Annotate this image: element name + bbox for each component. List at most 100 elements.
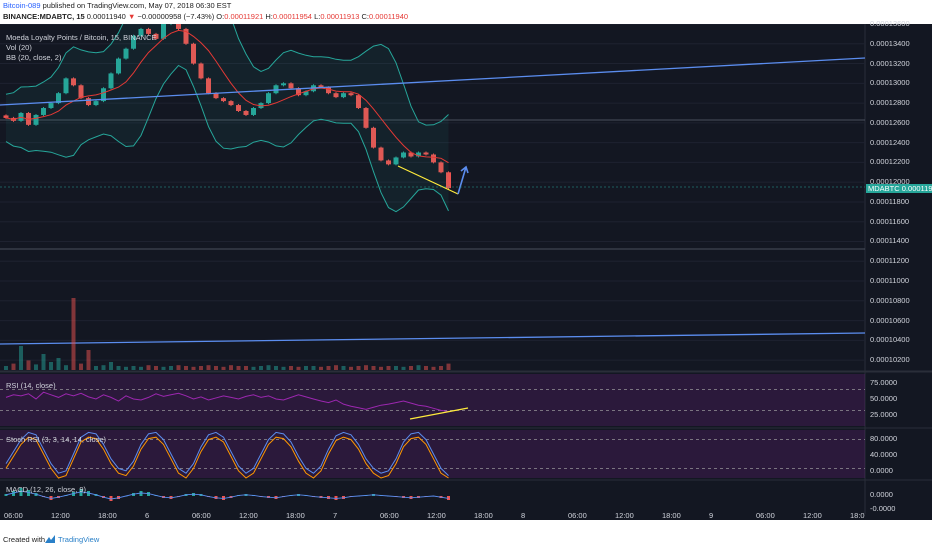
volume-bar: [191, 366, 196, 370]
price-tick: 0.00011400: [870, 236, 910, 246]
price-badge-symbol: MDABTC: [868, 184, 900, 193]
price-tick: 0.00010200: [870, 355, 910, 365]
candle-body: [123, 48, 129, 59]
created-with: Created with: [3, 535, 46, 544]
close-label: C:: [361, 12, 370, 21]
volume-bar: [41, 354, 46, 370]
volume-bar: [379, 366, 383, 370]
bb-upper-line: [5, 24, 449, 126]
time-tick: 18:0: [850, 511, 865, 520]
volume-bar: [176, 365, 181, 370]
open-label: O:: [216, 12, 225, 21]
volume-bar: [349, 366, 353, 370]
volume-bar: [64, 365, 68, 370]
ticker: BINANCE:MDABTC, 15: [3, 12, 85, 21]
volume-bar: [79, 363, 83, 370]
trend-line-upper: [0, 57, 866, 106]
publish-line: Bitcoin-089 published on TradingView.com…: [3, 1, 231, 10]
volume-bar: [71, 298, 76, 370]
candle-body: [228, 101, 234, 106]
chart-area[interactable]: Moeda Loyalty Points / Bitcoin, 15, BINA…: [0, 19, 932, 520]
volume-bar: [26, 360, 31, 370]
candle-body: [131, 35, 136, 49]
candle-body: [221, 98, 226, 102]
chart-canvas[interactable]: [0, 24, 932, 520]
volume-bar: [431, 366, 436, 370]
candle-body: [446, 172, 451, 189]
price-tick: 0.00010600: [870, 315, 910, 325]
high-label: H:: [265, 12, 273, 21]
time-tick: 7: [333, 511, 338, 520]
divergence-line: [397, 165, 459, 195]
volume-bar: [289, 366, 293, 370]
up-arrow-icon: [457, 165, 469, 195]
candle-body: [138, 28, 144, 36]
candle-body: [273, 85, 279, 94]
volume-bar: [94, 366, 98, 370]
candle-body: [303, 91, 309, 96]
volume-bar: [101, 365, 106, 370]
candle-body: [438, 162, 444, 173]
time-tick: 06:00: [192, 511, 211, 520]
price-tick: 0.00012600: [870, 117, 910, 127]
candle-body: [236, 105, 241, 111]
volume-bar: [86, 350, 91, 370]
macd-histogram-bar: [19, 488, 23, 496]
price-tick: 0.00012800: [870, 98, 910, 108]
macd-tick: -0.0000: [870, 504, 896, 513]
candle-body: [288, 83, 294, 89]
volume-bar: [169, 366, 173, 370]
price-tick: 0.00010800: [870, 295, 910, 305]
time-tick: 18:00: [286, 511, 305, 520]
author-link[interactable]: Bitcoin-089: [3, 1, 41, 10]
volume-bar: [161, 366, 166, 370]
volume-bar: [439, 366, 443, 370]
candle-body: [431, 154, 436, 163]
time-tick: 12:00: [615, 511, 634, 520]
volume-bar: [401, 366, 406, 370]
low-label: L:: [314, 12, 321, 21]
macd-histogram-bar: [27, 490, 30, 496]
tradingview-brand[interactable]: TradingView: [58, 535, 100, 544]
candle-body: [93, 101, 99, 106]
publish-info: published on TradingView.com, May 07, 20…: [42, 1, 232, 10]
price-tick: 0.00011600: [870, 216, 910, 226]
volume-bar: [236, 366, 241, 370]
rsi-line: [5, 391, 449, 412]
candle-body: [161, 24, 166, 39]
price-tick: 0.00012200: [870, 157, 910, 167]
last-price: 0.00011940: [86, 12, 126, 21]
candle-body: [116, 58, 121, 74]
volume-bar: [266, 365, 271, 370]
candle-body: [318, 85, 324, 88]
price-tick: 0.00011800: [870, 196, 910, 206]
candle-body: [3, 115, 9, 118]
stoch-band: [0, 430, 865, 478]
tradingview-logo-icon: [45, 535, 55, 543]
volume-bar: [221, 366, 226, 370]
down-arrow-icon: ▼: [127, 12, 136, 21]
chart-header: Bitcoin-089 published on TradingView.com…: [0, 0, 932, 24]
volume-bar: [49, 362, 53, 370]
candle-body: [41, 108, 46, 115]
bb-basis-line: [5, 29, 449, 164]
price-tick: 0.00012400: [870, 137, 910, 147]
candle-body: [176, 24, 181, 29]
candle-body: [378, 147, 384, 161]
stoch-k-line: [5, 431, 449, 476]
macd-histogram-bar: [87, 491, 90, 496]
candle-body: [183, 28, 189, 44]
rsi-title: RSI (14, close): [6, 381, 56, 390]
bb-lower-line: [5, 64, 449, 213]
time-tick: 12:00: [51, 511, 70, 520]
price-tick: 0.00013000: [870, 78, 910, 88]
volume-bar: [109, 362, 113, 370]
volume-bar: [326, 366, 331, 370]
candle-body: [191, 43, 196, 64]
macd-histogram-bar: [12, 491, 15, 496]
volume-bar: [251, 366, 256, 370]
price-tick: 0.00011200: [870, 256, 910, 266]
candle-body: [356, 95, 361, 109]
vol-legend: Vol (20): [6, 43, 32, 52]
macd-histogram-bar: [4, 494, 8, 496]
